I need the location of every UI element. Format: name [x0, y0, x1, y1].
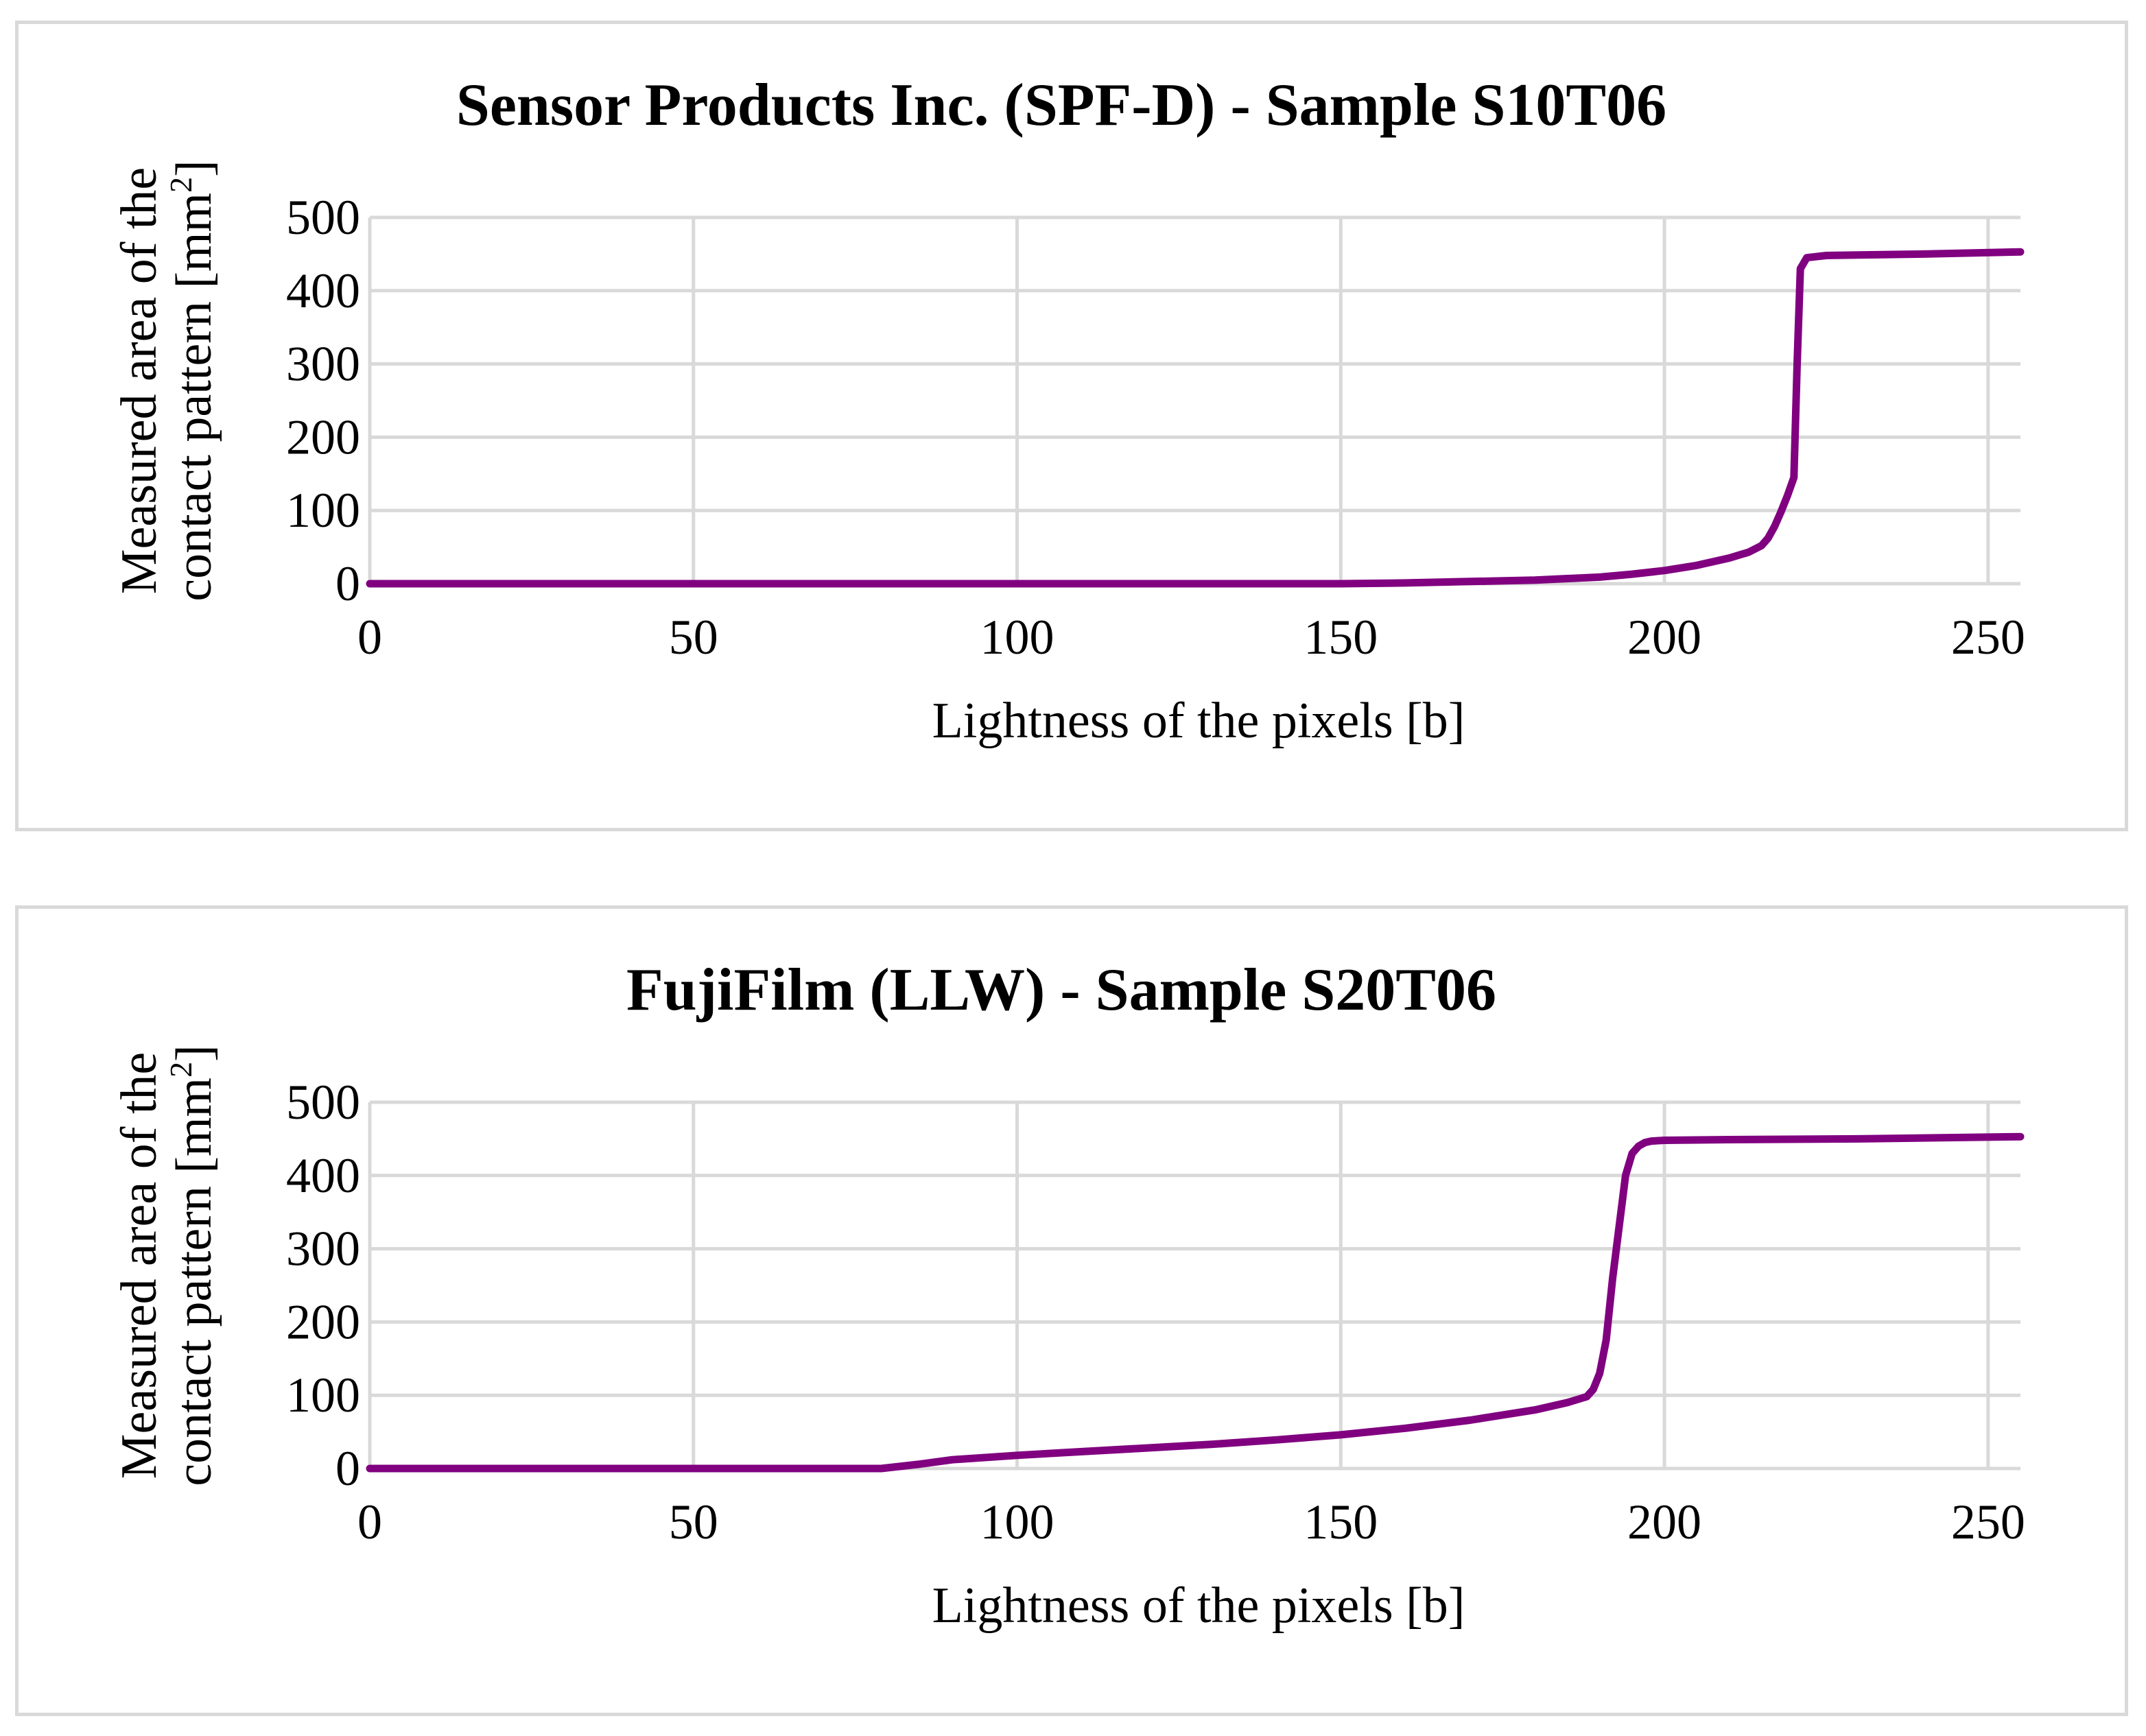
y-tick-label: 200 [286, 1294, 360, 1349]
y-axis-label-unit: contact pattern [mm [166, 193, 222, 602]
chart-title: Sensor Products Inc. (SPF-D) - Sample S1… [456, 72, 1666, 139]
y-axis-label-superscript: 2 [163, 177, 198, 193]
x-tick-label: 250 [1951, 610, 2025, 665]
x-tick-label: 150 [1304, 610, 1378, 665]
series-line-S20T06 [366, 1132, 2025, 1473]
chart-panel-sensor-products: Sensor Products Inc. (SPF-D) - Sample S1… [15, 21, 2128, 831]
y-tick-label: 100 [286, 1368, 360, 1423]
y-tick-label: 0 [335, 556, 360, 611]
x-tick-label: 250 [1951, 1495, 2025, 1549]
x-axis-label: Lightness of the pixels [b] [932, 1578, 1465, 1634]
x-tick-label: 150 [1304, 1495, 1378, 1549]
y-axis-label-bracket: ] [166, 160, 222, 177]
x-tick-label: 200 [1627, 610, 1701, 665]
x-tick-label: 50 [669, 1495, 718, 1549]
chart-title: FujiFilm (LLW) - Sample S20T06 [626, 957, 1496, 1023]
chart-panel-fujifilm: FujiFilm (LLW) - Sample S20T06 0 100 200 300… [15, 905, 2128, 1716]
series-line-S10T06 [366, 248, 2025, 588]
y-axis-label-line2: contact pattern [mm2] [163, 1045, 222, 1486]
x-tick-label: 100 [980, 610, 1054, 665]
y-axis-label-superscript: 2 [163, 1062, 198, 1078]
y-tick-label: 300 [286, 337, 360, 392]
chart-fujifilm: FujiFilm (LLW) - Sample S20T06 0 100 200 300… [111, 957, 2025, 1634]
x-tick-label: 100 [980, 1495, 1054, 1549]
x-tick-label: 200 [1627, 1495, 1701, 1549]
x-tick-label: 50 [669, 610, 718, 665]
y-tick-label: 500 [286, 1075, 360, 1130]
y-tick-label: 300 [286, 1222, 360, 1276]
x-tick-label: 0 [357, 610, 382, 665]
x-axis-label: Lightness of the pixels [b] [932, 693, 1465, 749]
x-tick-label: 0 [357, 1495, 382, 1549]
y-axis-label-line2: contact pattern [mm2] [163, 160, 222, 602]
y-tick-label: 500 [286, 190, 360, 245]
y-tick-label: 0 [335, 1441, 360, 1496]
y-tick-label: 100 [286, 483, 360, 538]
y-tick-label: 200 [286, 409, 360, 464]
y-axis-label-bracket: ] [166, 1045, 222, 1062]
y-axis-label-line1: Measured area of the [111, 1052, 167, 1479]
y-axis-label-line1: Measured area of the [111, 167, 167, 595]
y-tick-label: 400 [286, 263, 360, 318]
y-tick-label: 400 [286, 1148, 360, 1203]
y-axis-label-unit: contact pattern [mm [166, 1078, 222, 1486]
chart-sensor-products: Sensor Products Inc. (SPF-D) - Sample S1… [111, 72, 2025, 749]
